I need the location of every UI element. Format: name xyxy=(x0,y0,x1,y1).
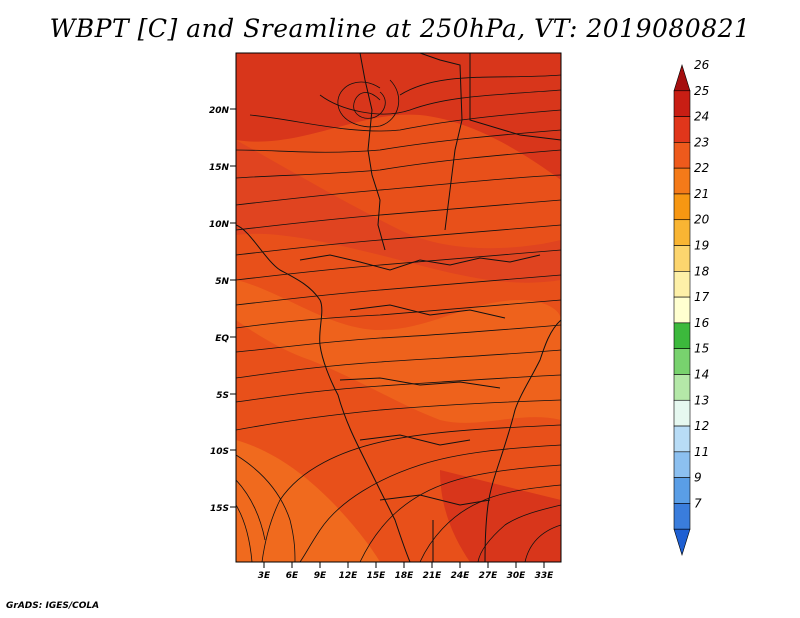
colorbar-swatch xyxy=(673,399,691,427)
lat-tick-label: 10N xyxy=(209,220,230,230)
colorbar-level-label: 7 xyxy=(694,496,702,510)
colorbar-level-label: 12 xyxy=(694,419,709,433)
lon-tick-label: 6E xyxy=(286,571,299,581)
lat-tick-label: EQ xyxy=(215,334,229,344)
lon-tick-label: 21E xyxy=(423,571,443,581)
lon-axis: 3E 6E 9E 12E 15E 18E 21E 24E 27E 30E 33E xyxy=(258,562,554,581)
coastlines xyxy=(236,53,561,562)
colorbar-level-label: 26 xyxy=(694,58,710,72)
colorbar-swatch xyxy=(673,116,691,143)
colorbar-level-label: 17 xyxy=(694,290,710,304)
wbpt-cool-center xyxy=(236,280,561,423)
wbpt-cool-southwest xyxy=(236,440,380,562)
chart-title: WBPT [C] and Sreamline at 250hPa, VT: 20… xyxy=(49,14,751,43)
colorbar-level-label: 21 xyxy=(694,187,709,201)
colorbar-swatch xyxy=(673,219,691,246)
credit-label: GrADS: IGES/COLA xyxy=(6,601,100,611)
wbpt-warm-southeast xyxy=(440,470,561,562)
colorbar-swatch xyxy=(673,167,691,195)
map-panel xyxy=(236,53,561,562)
colorbar-swatch xyxy=(673,245,691,272)
colorbar-swatch xyxy=(673,425,691,453)
colorbar-level-label: 19 xyxy=(694,239,709,253)
colorbar-swatch xyxy=(673,142,691,169)
colorbar-level-label: 11 xyxy=(694,445,709,459)
colorbar-level-label: 13 xyxy=(694,393,709,407)
colorbar-level-label: 16 xyxy=(694,316,710,330)
lat-tick-label: 5S xyxy=(216,391,229,401)
lat-tick-label: 10S xyxy=(210,447,229,457)
lat-tick-label: 15S xyxy=(210,504,229,514)
colorbar-swatch xyxy=(673,503,691,530)
colorbar-level-label: 20 xyxy=(694,213,710,227)
lat-axis: 20N 15N 10N 5N EQ 5S 10S 15S xyxy=(209,106,236,514)
colorbar-level-label: 18 xyxy=(694,264,710,278)
lon-tick-label: 15E xyxy=(367,571,387,581)
colorbar-swatch xyxy=(673,322,691,349)
colorbar-level-label: 14 xyxy=(694,367,709,381)
colorbar-swatch xyxy=(673,296,691,324)
lon-tick-label: 24E xyxy=(451,571,471,581)
colorbar-swatch xyxy=(673,193,691,221)
colorbar-swatch xyxy=(673,528,691,557)
colorbar-swatch xyxy=(673,374,691,401)
colorbar-level-label: 9 xyxy=(694,471,702,485)
lon-tick-label: 30E xyxy=(507,571,527,581)
colorbar-level-label: 24 xyxy=(694,110,709,124)
colorbar-level-label: 25 xyxy=(694,84,709,98)
lat-tick-label: 5N xyxy=(215,277,229,287)
lon-tick-label: 12E xyxy=(339,571,359,581)
lon-tick-label: 9E xyxy=(314,571,327,581)
streamlines xyxy=(236,74,561,562)
wbpt-band xyxy=(236,140,561,283)
colorbar-swatch xyxy=(673,348,691,375)
colorbar-swatch xyxy=(673,90,691,117)
colorbar-swatch xyxy=(673,63,691,92)
colorbar-level-label: 23 xyxy=(694,135,709,149)
lon-tick-label: 18E xyxy=(395,571,415,581)
lat-tick-label: 15N xyxy=(209,163,230,173)
lon-tick-label: 33E xyxy=(535,571,555,581)
colorbar: 26 25 24 23 22 21 20 19 18 17 16 15 14 13 12 11 9 7 xyxy=(673,58,710,557)
lat-tick-label: 20N xyxy=(209,106,230,116)
colorbar-swatch xyxy=(673,271,691,298)
lon-tick-label: 3E xyxy=(258,571,271,581)
colorbar-level-label: 15 xyxy=(694,342,709,356)
lon-tick-label: 27E xyxy=(479,571,499,581)
colorbar-swatch xyxy=(673,451,691,478)
wbpt-warm-north xyxy=(236,53,561,180)
colorbar-level-label: 22 xyxy=(694,161,709,175)
map-frame xyxy=(235,52,562,563)
colorbar-swatch xyxy=(673,477,691,504)
